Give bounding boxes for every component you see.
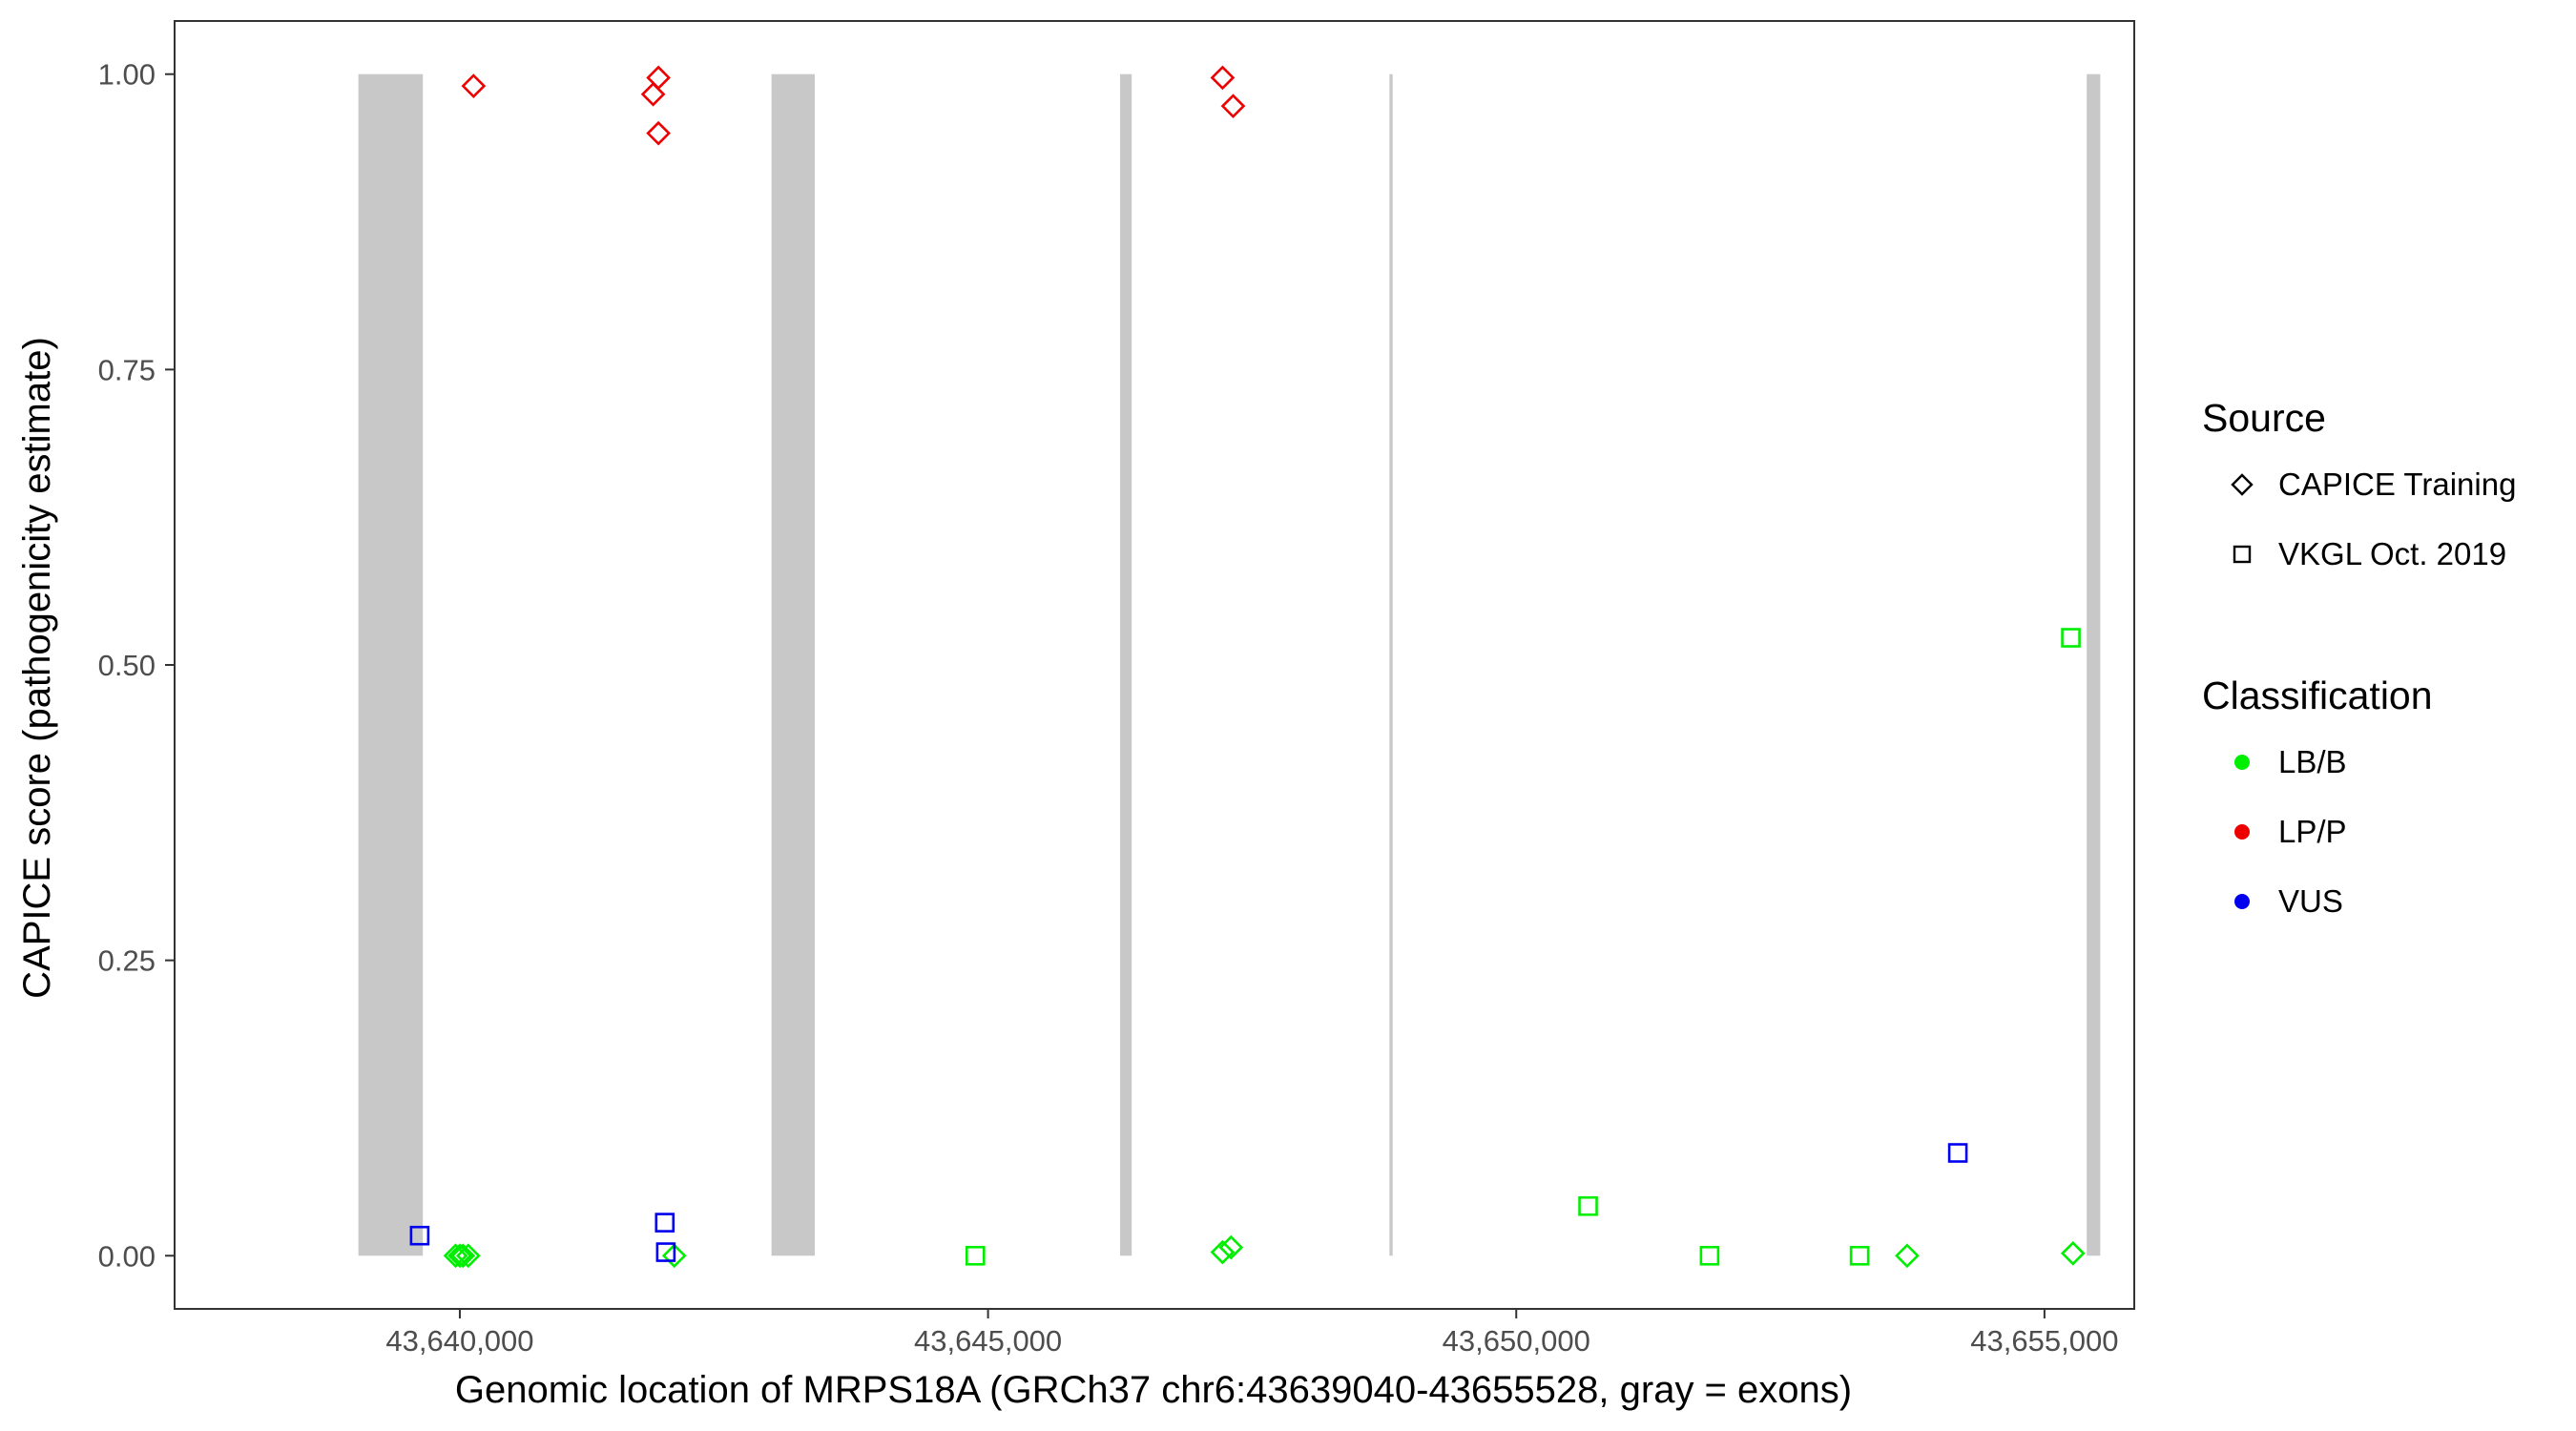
vkgl-square-point-3 bbox=[655, 1242, 676, 1262]
training-diamond-point-15 bbox=[2060, 1240, 2086, 1266]
training-diamond-point-9 bbox=[450, 1243, 476, 1269]
y-tick-label: 1.00 bbox=[98, 58, 156, 92]
legend-title: Source bbox=[2202, 396, 2326, 440]
exon-band-4 bbox=[1389, 73, 1393, 1256]
x-tick-label: 43,655,000 bbox=[1970, 1324, 2118, 1358]
vkgl-square-point-9 bbox=[2061, 628, 2081, 648]
legend-label: VUS bbox=[2278, 883, 2343, 919]
training-diamond-point-4 bbox=[646, 120, 671, 146]
vkgl-square-point-8 bbox=[1849, 1245, 1870, 1266]
vkgl-square-point-1 bbox=[409, 1225, 430, 1246]
legend-label: LP/P bbox=[2278, 814, 2347, 849]
vkgl-square-point-5 bbox=[966, 1245, 986, 1266]
exon-band-1 bbox=[358, 73, 424, 1256]
legend-label: LB/B bbox=[2278, 744, 2347, 779]
exon-band-2 bbox=[771, 73, 816, 1256]
training-diamond-point-5 bbox=[1210, 65, 1236, 91]
vkgl-square-point-4 bbox=[1947, 1143, 1968, 1163]
y-tick-label: 0.00 bbox=[98, 1239, 156, 1273]
legend-label: CAPICE Training bbox=[2278, 467, 2516, 502]
y-tick-label: 0.25 bbox=[98, 944, 156, 978]
y-tick-label: 0.75 bbox=[98, 353, 156, 386]
exon-band-3 bbox=[1120, 73, 1132, 1256]
data-points bbox=[409, 65, 2086, 1269]
exon-band-5 bbox=[2087, 73, 2101, 1256]
training-diamond-point-14 bbox=[1895, 1243, 1920, 1269]
legend-key-capice-training bbox=[2231, 473, 2254, 496]
training-diamond-point-13 bbox=[1218, 1234, 1244, 1260]
legend-title: Classification bbox=[2202, 674, 2433, 717]
training-diamond-point-6 bbox=[1220, 93, 1246, 119]
legend-key-vkgl-oct-2019 bbox=[2233, 545, 2252, 564]
training-diamond-point-12 bbox=[1210, 1239, 1236, 1265]
x-tick-label: 43,650,000 bbox=[1443, 1324, 1590, 1358]
exon-layer bbox=[358, 73, 2101, 1256]
y-axis-label: CAPICE score (pathogenicity estimate) bbox=[16, 337, 58, 999]
training-diamond-point-3 bbox=[640, 81, 666, 107]
legend: Source CAPICE Training VKGL Oct. 2019 Class… bbox=[2202, 396, 2516, 919]
training-diamond-point-11 bbox=[661, 1243, 687, 1269]
vkgl-square-point-6 bbox=[1578, 1195, 1598, 1216]
legend-label: VKGL Oct. 2019 bbox=[2278, 536, 2506, 571]
legend-key-lp-p bbox=[2234, 824, 2250, 840]
vkgl-square-point-7 bbox=[1699, 1245, 1720, 1266]
legend-key-lb-b bbox=[2234, 755, 2250, 770]
y-axis: 0.00 0.25 0.50 0.75 1.00 bbox=[98, 58, 175, 1273]
y-tick-label: 0.50 bbox=[98, 649, 156, 682]
x-tick-label: 43,640,000 bbox=[385, 1324, 533, 1358]
legend-key-vus bbox=[2234, 894, 2250, 909]
x-tick-label: 43,645,000 bbox=[914, 1324, 1062, 1358]
x-axis: 43,640,000 43,645,000 43,650,000 43,655,000 bbox=[385, 1309, 2118, 1358]
training-diamond-point-10 bbox=[455, 1243, 481, 1269]
training-diamond-point-8 bbox=[447, 1243, 472, 1269]
x-axis-label: Genomic location of MRPS18A (GRCh37 chr6… bbox=[455, 1369, 1852, 1411]
vkgl-square-point-2 bbox=[654, 1213, 675, 1233]
training-diamond-point-1 bbox=[461, 73, 487, 98]
